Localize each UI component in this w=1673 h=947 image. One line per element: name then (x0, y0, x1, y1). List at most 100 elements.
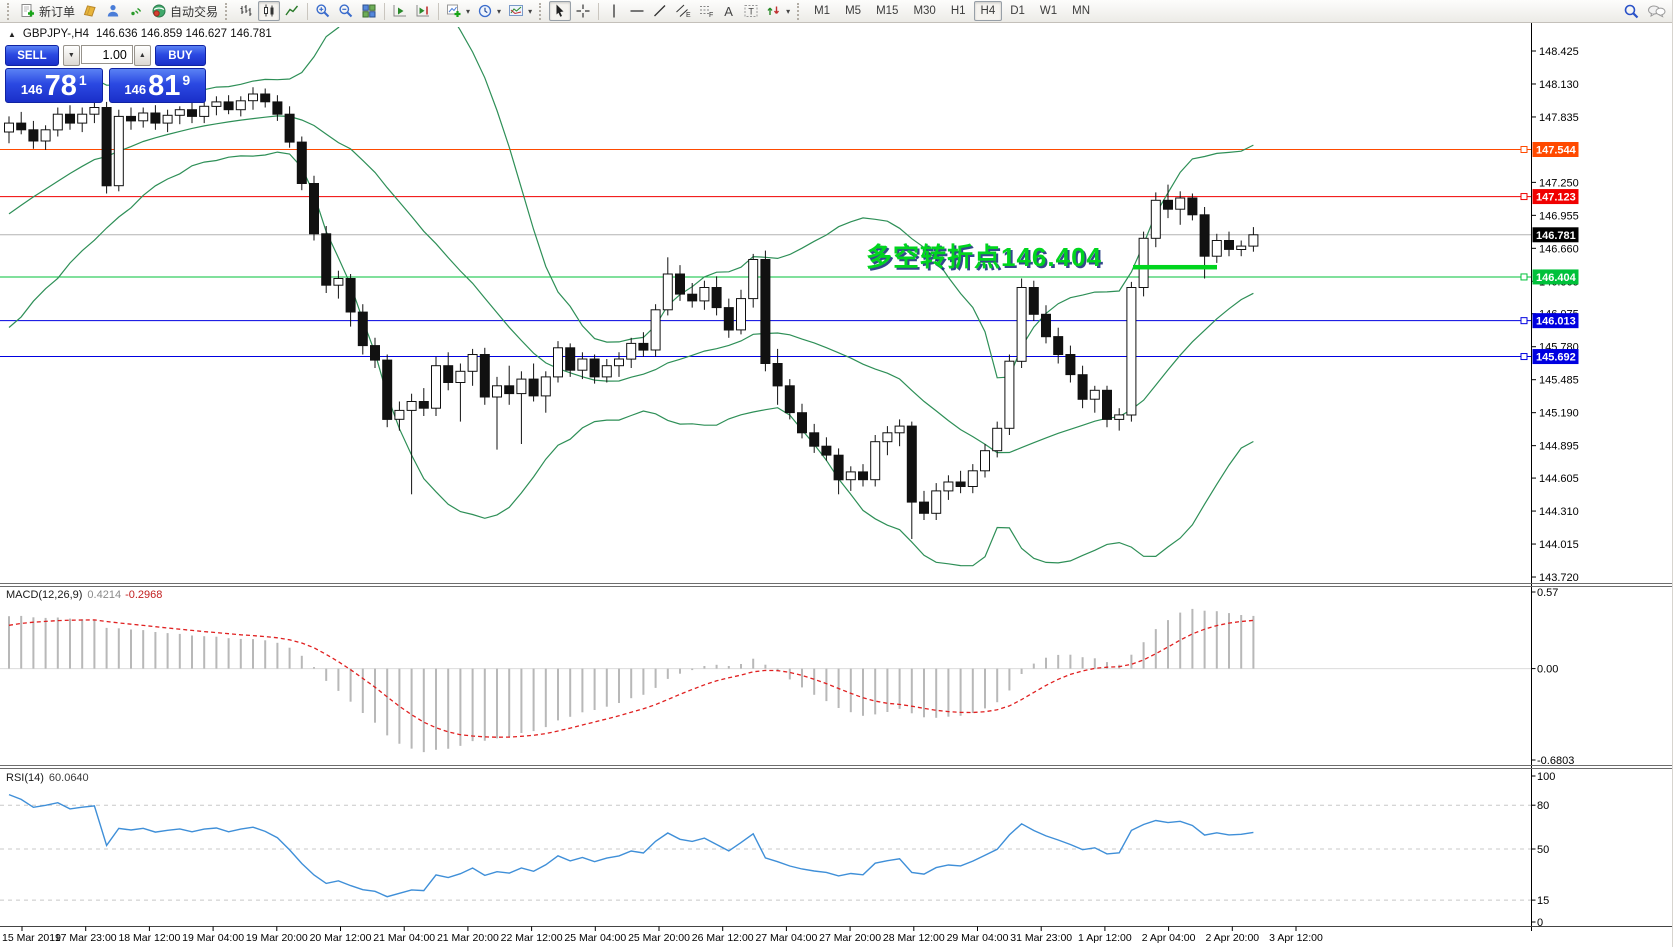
vertical-line-tool-button[interactable] (603, 1, 625, 21)
price-badge-text: 146.013 (1536, 316, 1576, 328)
timeframe-mn-button[interactable]: MN (1072, 5, 1091, 17)
svg-text:T: T (748, 7, 754, 17)
price-axis-label: 147.835 (1539, 112, 1579, 124)
turning-point-annotation[interactable]: 多空转折点146.404 (866, 242, 1102, 272)
line-handle[interactable] (1520, 193, 1528, 201)
text-tool-button[interactable]: A (718, 1, 739, 21)
rsi-plot (0, 793, 1531, 901)
auto-scroll-button[interactable] (389, 1, 411, 21)
arrows-tool-button[interactable]: ▾ (763, 1, 793, 21)
text-label-icon: T (744, 5, 758, 17)
timeframe-m30-button[interactable]: M30 (913, 5, 936, 17)
time-axis-label: 2 Apr 20:00 (1205, 932, 1259, 944)
add-indicator-button[interactable]: ▾ (443, 1, 473, 21)
volume-decrease-button[interactable]: ▼ (62, 45, 80, 66)
timeframe-m5-button[interactable]: M5 (845, 5, 862, 17)
line-handle[interactable] (1520, 273, 1528, 281)
chart-template-button[interactable]: ▾ (505, 1, 535, 21)
crosshair-tool-button[interactable] (572, 1, 594, 21)
zoom-in-button[interactable] (312, 1, 334, 21)
signals-button[interactable] (125, 1, 147, 21)
fibonacci-tool-button[interactable]: F (695, 1, 717, 21)
volume-increase-button[interactable]: ▲ (133, 45, 151, 66)
timeframe-w1-button[interactable]: W1 (1039, 5, 1058, 17)
timeframe-m1-button[interactable]: M1 (814, 5, 831, 17)
chevron-down-icon: ▾ (466, 6, 471, 16)
time-axis-label: 27 Mar 20:00 (819, 932, 881, 944)
trendline-tool-button[interactable] (649, 1, 671, 21)
price-axis-label: 148.130 (1539, 79, 1579, 91)
toolbar-grip[interactable] (7, 2, 12, 20)
chart-shift-button[interactable] (412, 1, 434, 21)
crosshair-icon (576, 4, 590, 18)
line-handle[interactable] (1520, 317, 1528, 325)
cursor-tool-button[interactable] (549, 1, 572, 21)
timeframe-h4-button[interactable]: H4 (973, 1, 1003, 21)
price-axis-label: 146.955 (1539, 210, 1579, 222)
macd-axis-label: 0.57 (1537, 587, 1558, 599)
profile-person-icon (107, 5, 119, 17)
toolbar-separator (384, 2, 386, 20)
buy-button[interactable]: BUY (154, 45, 206, 66)
chart-canvas[interactable]: 148.425 148.130 147.835 147.250 146.955 146.6… (0, 23, 1673, 947)
sell-price-button[interactable]: 146 78 1 (5, 68, 103, 103)
time-axis-label: 19 Mar 20:00 (246, 932, 308, 944)
toolbar-grip[interactable] (539, 2, 544, 20)
main-chart-plot[interactable] (0, 23, 1531, 567)
time-axis-label: 17 Mar 23:00 (55, 932, 117, 944)
new-order-label: 新订单 (39, 4, 76, 19)
timeframe-m15-button[interactable]: M15 (876, 5, 899, 17)
equidistant-channel-tool-button[interactable]: E (672, 1, 694, 21)
volume-input[interactable] (80, 45, 133, 64)
search-icon (1624, 4, 1639, 18)
bar-chart-mode-button[interactable] (235, 1, 257, 21)
zoom-out-button[interactable] (335, 1, 357, 21)
text-label-tool-button[interactable]: T (740, 1, 762, 21)
timeframe-h1-button[interactable]: H1 (950, 5, 966, 17)
new-order-icon (21, 4, 34, 17)
sell-button[interactable]: SELL (5, 45, 59, 66)
account-button[interactable] (102, 1, 124, 21)
auto-trading-button[interactable]: 自动交易 (148, 1, 221, 21)
chat-button[interactable] (1644, 1, 1669, 21)
candlestick-series (4, 87, 1259, 539)
toolbar-grip[interactable] (225, 2, 230, 20)
candlestick-mode-button[interactable] (258, 1, 281, 21)
horizontal-line-tool-button[interactable] (626, 1, 648, 21)
tile-windows-button[interactable] (358, 1, 380, 21)
search-button[interactable] (1620, 1, 1643, 21)
price-badge-text: 146.404 (1536, 272, 1577, 284)
price-axis-label: 144.015 (1539, 539, 1579, 551)
time-axis-label: 18 Mar 12:00 (118, 932, 180, 944)
price-axis-labels[interactable]: 148.425 148.130 147.835 147.250 146.955 146.6… (1531, 46, 1579, 584)
candlestick-icon (264, 4, 274, 17)
clock-icon (478, 4, 492, 18)
timeframe-d1-button[interactable]: D1 (1010, 5, 1025, 17)
price-axis-label: 145.485 (1539, 375, 1579, 387)
collapse-triangle-icon[interactable]: ▲ (8, 29, 16, 39)
buy-price-integer: 146 (124, 82, 147, 97)
chart-title: ▲ GBPJPY-,H4 146.636 146.859 146.627 146… (8, 28, 272, 40)
time-axis-label: 22 Mar 12:00 (501, 932, 563, 944)
macd-signal-line (8, 619, 1254, 738)
line-handle[interactable] (1520, 353, 1528, 361)
periods-button[interactable]: ▾ (474, 1, 504, 21)
time-axis-label: 25 Mar 20:00 (628, 932, 690, 944)
new-order-button[interactable]: 新订单 (17, 1, 78, 21)
bollinger-middle-band (8, 115, 1254, 454)
sell-price-integer: 146 (20, 82, 43, 97)
time-axis-label: 31 Mar 23:00 (1010, 932, 1072, 944)
text-tool-icon: A (724, 3, 733, 19)
price-axis-label: 144.605 (1539, 473, 1579, 485)
price-badge (1532, 313, 1579, 329)
sell-price-pips: 78 (44, 70, 77, 102)
trendline-icon (654, 5, 666, 17)
chevron-down-icon: ▾ (786, 6, 791, 16)
annotation-underline[interactable] (1133, 264, 1217, 270)
toolbar-grip[interactable] (797, 2, 802, 20)
line-chart-mode-button[interactable] (281, 1, 303, 21)
line-handle[interactable] (1520, 145, 1528, 153)
history-center-button[interactable] (79, 1, 101, 21)
buy-price-button[interactable]: 146 81 9 (108, 68, 206, 103)
